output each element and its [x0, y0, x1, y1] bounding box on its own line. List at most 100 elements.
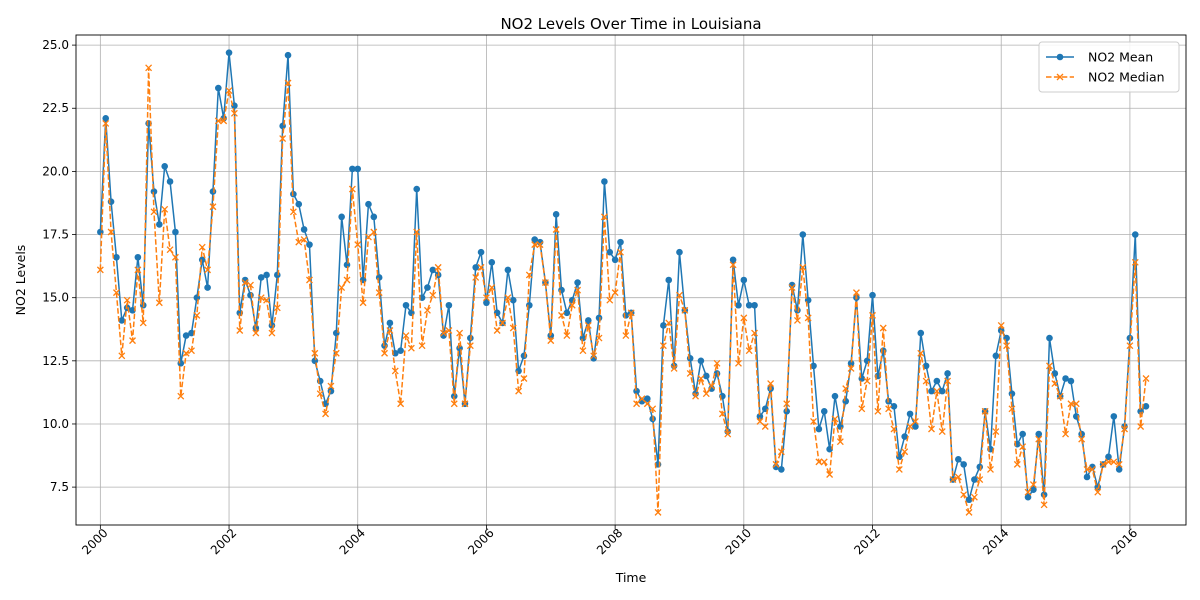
data-point	[515, 387, 523, 395]
data-point	[869, 291, 876, 299]
data-point	[300, 236, 308, 244]
data-point	[97, 228, 104, 236]
data-point	[638, 395, 646, 403]
data-point	[965, 496, 973, 504]
data-point	[831, 415, 839, 423]
data-point	[370, 228, 378, 236]
data-point	[734, 359, 742, 367]
data-point	[644, 395, 651, 403]
legend-median-label: NO2 Median	[1088, 70, 1165, 85]
data-point	[483, 299, 490, 307]
data-point	[1088, 465, 1096, 473]
data-point	[381, 349, 389, 357]
data-point	[177, 360, 185, 367]
data-point	[992, 428, 1000, 436]
data-point	[617, 248, 624, 256]
data-point	[1003, 342, 1011, 350]
data-point	[686, 369, 694, 377]
data-point	[665, 276, 673, 284]
data-point	[702, 390, 710, 398]
data-point	[783, 408, 791, 415]
data-point	[536, 241, 544, 249]
data-point	[338, 284, 346, 292]
data-point	[257, 274, 265, 281]
data-point	[729, 261, 737, 269]
data-point	[343, 276, 351, 284]
data-point	[311, 349, 319, 357]
data-point	[1008, 390, 1016, 397]
data-point	[745, 301, 753, 309]
data-point	[810, 362, 817, 370]
data-point	[1115, 466, 1123, 473]
data-point	[831, 392, 839, 400]
data-point	[488, 259, 496, 266]
data-point	[751, 301, 758, 309]
data-point	[1099, 460, 1107, 468]
data-point	[976, 463, 984, 471]
data-point	[504, 294, 512, 302]
data-point	[960, 491, 968, 499]
data-point	[274, 271, 281, 279]
data-point	[901, 433, 908, 440]
data-point	[563, 332, 571, 340]
data-point	[826, 471, 834, 478]
data-point	[364, 233, 372, 241]
data-point	[268, 329, 276, 337]
data-point	[885, 405, 893, 413]
data-point	[949, 476, 957, 483]
data-point	[247, 281, 254, 289]
data-point	[461, 400, 469, 408]
data-point	[504, 266, 512, 274]
data-point	[343, 261, 351, 269]
data-point	[633, 387, 640, 395]
data-point	[568, 301, 576, 309]
data-point	[134, 253, 142, 261]
data-point	[788, 284, 796, 292]
series-median	[96, 64, 1150, 516]
data-point	[799, 263, 807, 271]
data-point	[740, 276, 748, 284]
legend-mean-label: NO2 Mean	[1088, 50, 1153, 65]
data-point	[547, 337, 555, 345]
data-point	[295, 200, 303, 208]
data-point	[611, 256, 619, 264]
data-point	[123, 296, 131, 304]
data-point	[230, 109, 238, 117]
data-point	[842, 385, 850, 393]
data-point	[777, 448, 785, 456]
data-point	[252, 329, 260, 337]
data-point	[1040, 501, 1048, 509]
data-point	[574, 286, 582, 294]
data-point	[188, 347, 195, 355]
data-point	[1024, 493, 1032, 501]
data-point	[756, 413, 764, 420]
grid-lines	[76, 35, 1186, 525]
data-point	[1046, 334, 1053, 342]
y-tick-label: 20.0	[42, 164, 69, 178]
data-point	[955, 456, 962, 463]
data-point	[134, 266, 142, 274]
data-point	[509, 296, 517, 304]
data-point	[284, 79, 292, 87]
data-point	[960, 461, 967, 468]
data-point	[890, 402, 898, 410]
data-point	[600, 213, 608, 221]
data-point	[386, 319, 394, 327]
y-axis: 7.5 10.0 12.5 15.0 17.5 20.0 22.5 25.0	[42, 38, 76, 494]
data-point	[450, 400, 458, 408]
data-point	[118, 317, 126, 324]
data-point	[874, 407, 882, 415]
data-point	[970, 493, 978, 501]
data-point	[445, 327, 453, 334]
data-point	[933, 387, 941, 395]
data-point	[434, 263, 442, 271]
data-point	[1019, 443, 1027, 451]
data-point	[1056, 392, 1064, 400]
data-point	[692, 392, 700, 400]
data-point	[171, 253, 179, 261]
data-point	[1051, 380, 1059, 388]
data-point	[204, 266, 212, 274]
data-point	[1008, 405, 1016, 413]
data-point	[643, 400, 651, 408]
data-point	[472, 264, 480, 271]
